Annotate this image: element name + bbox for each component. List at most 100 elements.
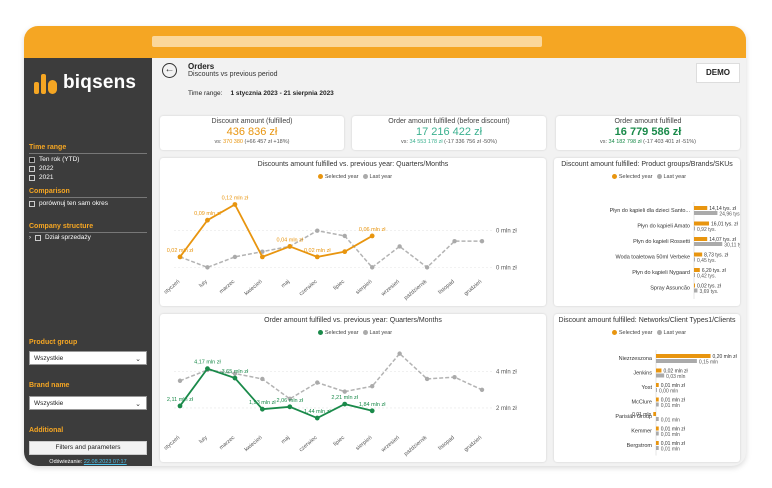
x-tick-label: styczeń bbox=[163, 279, 181, 296]
bar-label-last-year: 0,03 mln bbox=[666, 374, 685, 380]
bar-label-last-year: 3,69 tys. bbox=[699, 289, 718, 295]
bar-selected bbox=[656, 441, 659, 445]
bar-label-selected: 14,07 tys. zł bbox=[709, 237, 737, 243]
data-point-last-year bbox=[342, 233, 347, 239]
data-point-last-year bbox=[315, 228, 320, 233]
chevron-right-icon[interactable]: › bbox=[29, 234, 31, 241]
kpi-vs: vs: 34 182 798 zł (-17 403 401 zł -51%) bbox=[556, 139, 740, 145]
filters-parameters-button[interactable]: Filters and parameters bbox=[29, 441, 147, 455]
legend-dot bbox=[656, 330, 662, 336]
x-tick-label: luty bbox=[198, 435, 209, 445]
brand-name-dropdown[interactable]: Wszystkie ⌄ bbox=[29, 396, 147, 410]
legend-label: Selected year bbox=[324, 174, 359, 180]
time-range-display: Time range: 1 stycznia 2023 - 21 sierpnia… bbox=[188, 90, 334, 97]
company-option[interactable]: › Dział sprzedaży bbox=[29, 234, 91, 241]
legend-label: Last year bbox=[369, 330, 393, 336]
sidebar: biqsens Time range Ten rok (YTD) 2022 20… bbox=[24, 58, 152, 466]
bar-last-year bbox=[694, 273, 695, 277]
legend-dot bbox=[611, 174, 617, 180]
kpi-title: Order amount fulfilled bbox=[614, 118, 682, 125]
bar-label-selected: 0,01 mln zł bbox=[661, 427, 686, 433]
data-label: 0,02 mln zł bbox=[167, 248, 194, 254]
x-tick-label: styczeń bbox=[163, 435, 181, 452]
bar-last-year bbox=[694, 242, 723, 246]
option-label: Ten rok (YTD) bbox=[39, 156, 80, 163]
bar-last-year bbox=[656, 417, 659, 421]
data-point-last-year bbox=[452, 238, 457, 244]
data-label: 2,06 mln zł bbox=[277, 398, 304, 404]
chart-legend: Selected year Last year bbox=[160, 330, 546, 336]
data-point-selected bbox=[287, 244, 293, 249]
legend-label: Selected year bbox=[324, 330, 359, 336]
series-line-last-year bbox=[179, 352, 483, 400]
data-point-last-year bbox=[369, 383, 375, 389]
bar-last-year bbox=[656, 446, 659, 450]
data-point-last-year bbox=[260, 249, 265, 254]
checkbox[interactable] bbox=[29, 200, 35, 207]
kpi-vs-prefix: vs: bbox=[214, 139, 222, 145]
category-label: Woda toaletowa 50ml Verbeke bbox=[616, 255, 691, 261]
option-label: 2021 bbox=[39, 174, 54, 181]
checkbox[interactable] bbox=[29, 174, 35, 181]
discounts-line-chart: 0 mln zł 0 mln zł styczeń luty marzec kwiecie… bbox=[163, 195, 517, 301]
x-tick-label: listopad bbox=[437, 279, 455, 296]
legend-dot bbox=[317, 174, 323, 180]
kpi-vs-change: (-17 403 401 zł -51%) bbox=[643, 139, 696, 145]
category-label: Niezrzeszona bbox=[619, 356, 653, 362]
time-option-ytd[interactable]: Ten rok (YTD) bbox=[29, 156, 79, 163]
category-label: Bergstrom bbox=[627, 443, 653, 449]
checkbox[interactable] bbox=[29, 156, 35, 163]
main-content: ← Orders Discounts vs previous period Ti… bbox=[152, 58, 746, 466]
divider bbox=[29, 197, 147, 198]
data-point-last-year bbox=[397, 244, 402, 249]
data-point-selected bbox=[259, 254, 265, 260]
checkbox[interactable] bbox=[35, 234, 41, 241]
series-line-selected bbox=[179, 367, 373, 420]
time-option-2021[interactable]: 2021 bbox=[29, 174, 53, 181]
bar-last-year bbox=[694, 257, 695, 262]
data-point-selected bbox=[314, 415, 320, 421]
time-option-2022[interactable]: 2022 bbox=[29, 165, 53, 172]
legend-dot bbox=[362, 174, 368, 180]
legend-dot bbox=[611, 330, 617, 336]
kpi-vs: vs: 34 553 178 zł (-17 336 756 zł -50%) bbox=[352, 139, 546, 145]
legend-label: Last year bbox=[663, 330, 687, 336]
back-arrow-icon[interactable]: ← bbox=[162, 63, 177, 78]
data-point-last-year bbox=[232, 254, 238, 260]
data-label: 4,17 mln zł bbox=[194, 360, 221, 366]
data-label: 1,84 mln zł bbox=[359, 402, 386, 408]
category-label: Płyn do kąpieli Rossetti bbox=[633, 239, 690, 245]
logo: biqsens bbox=[34, 72, 136, 94]
category-label: McClure bbox=[632, 400, 652, 406]
chevron-down-icon: ⌄ bbox=[135, 356, 141, 363]
kpi-vs-value: 34 182 798 zł bbox=[608, 139, 642, 145]
bar-last-year bbox=[694, 288, 698, 293]
bar-label-last-year: 0,01 mln bbox=[661, 432, 680, 438]
address-bar[interactable] bbox=[152, 36, 542, 47]
x-tick-label: czerwiec bbox=[298, 435, 318, 454]
checkbox[interactable] bbox=[29, 165, 35, 172]
divider bbox=[29, 232, 147, 233]
kpi-discount-amount: Discount amount (fulfilled) 436 836 zł v… bbox=[160, 116, 344, 150]
chart-legend: Selected year Last year bbox=[554, 174, 740, 180]
product-group-dropdown[interactable]: Wszystkie ⌄ bbox=[29, 351, 147, 365]
bar-last-year bbox=[656, 388, 657, 392]
kpi-title: Discount amount (fulfilled) bbox=[211, 118, 293, 125]
bar-label-selected: 0,01 mln zł bbox=[661, 441, 686, 447]
legend-dot bbox=[362, 330, 368, 336]
bar-selected bbox=[656, 368, 662, 373]
y-tick-label: 2 mln zł bbox=[496, 406, 517, 412]
category-label: Płyn do kąpieli dla dzieci Santo... bbox=[610, 208, 691, 214]
bar-label-selected: 0,02 tys. zł bbox=[697, 284, 722, 290]
chart-title: Discounts amount fulfilled vs. previous … bbox=[257, 161, 449, 168]
data-point-selected bbox=[342, 249, 348, 255]
bar-label-selected: 6,20 tys. zł bbox=[702, 268, 727, 274]
dropdown-value: Wszystkie bbox=[34, 400, 64, 407]
chart-title: Discount amount fulfilled: Networks/Clie… bbox=[558, 317, 736, 324]
data-point-last-year bbox=[287, 396, 293, 402]
data-point-selected bbox=[259, 406, 265, 412]
bar-label-selected: 14,14 tys. zł bbox=[709, 206, 737, 212]
comparison-option[interactable]: porównuj ten sam okres bbox=[29, 200, 108, 207]
category-label: Parisian Group bbox=[615, 414, 652, 420]
bar-label-last-year: 0,01 mln bbox=[661, 447, 680, 453]
